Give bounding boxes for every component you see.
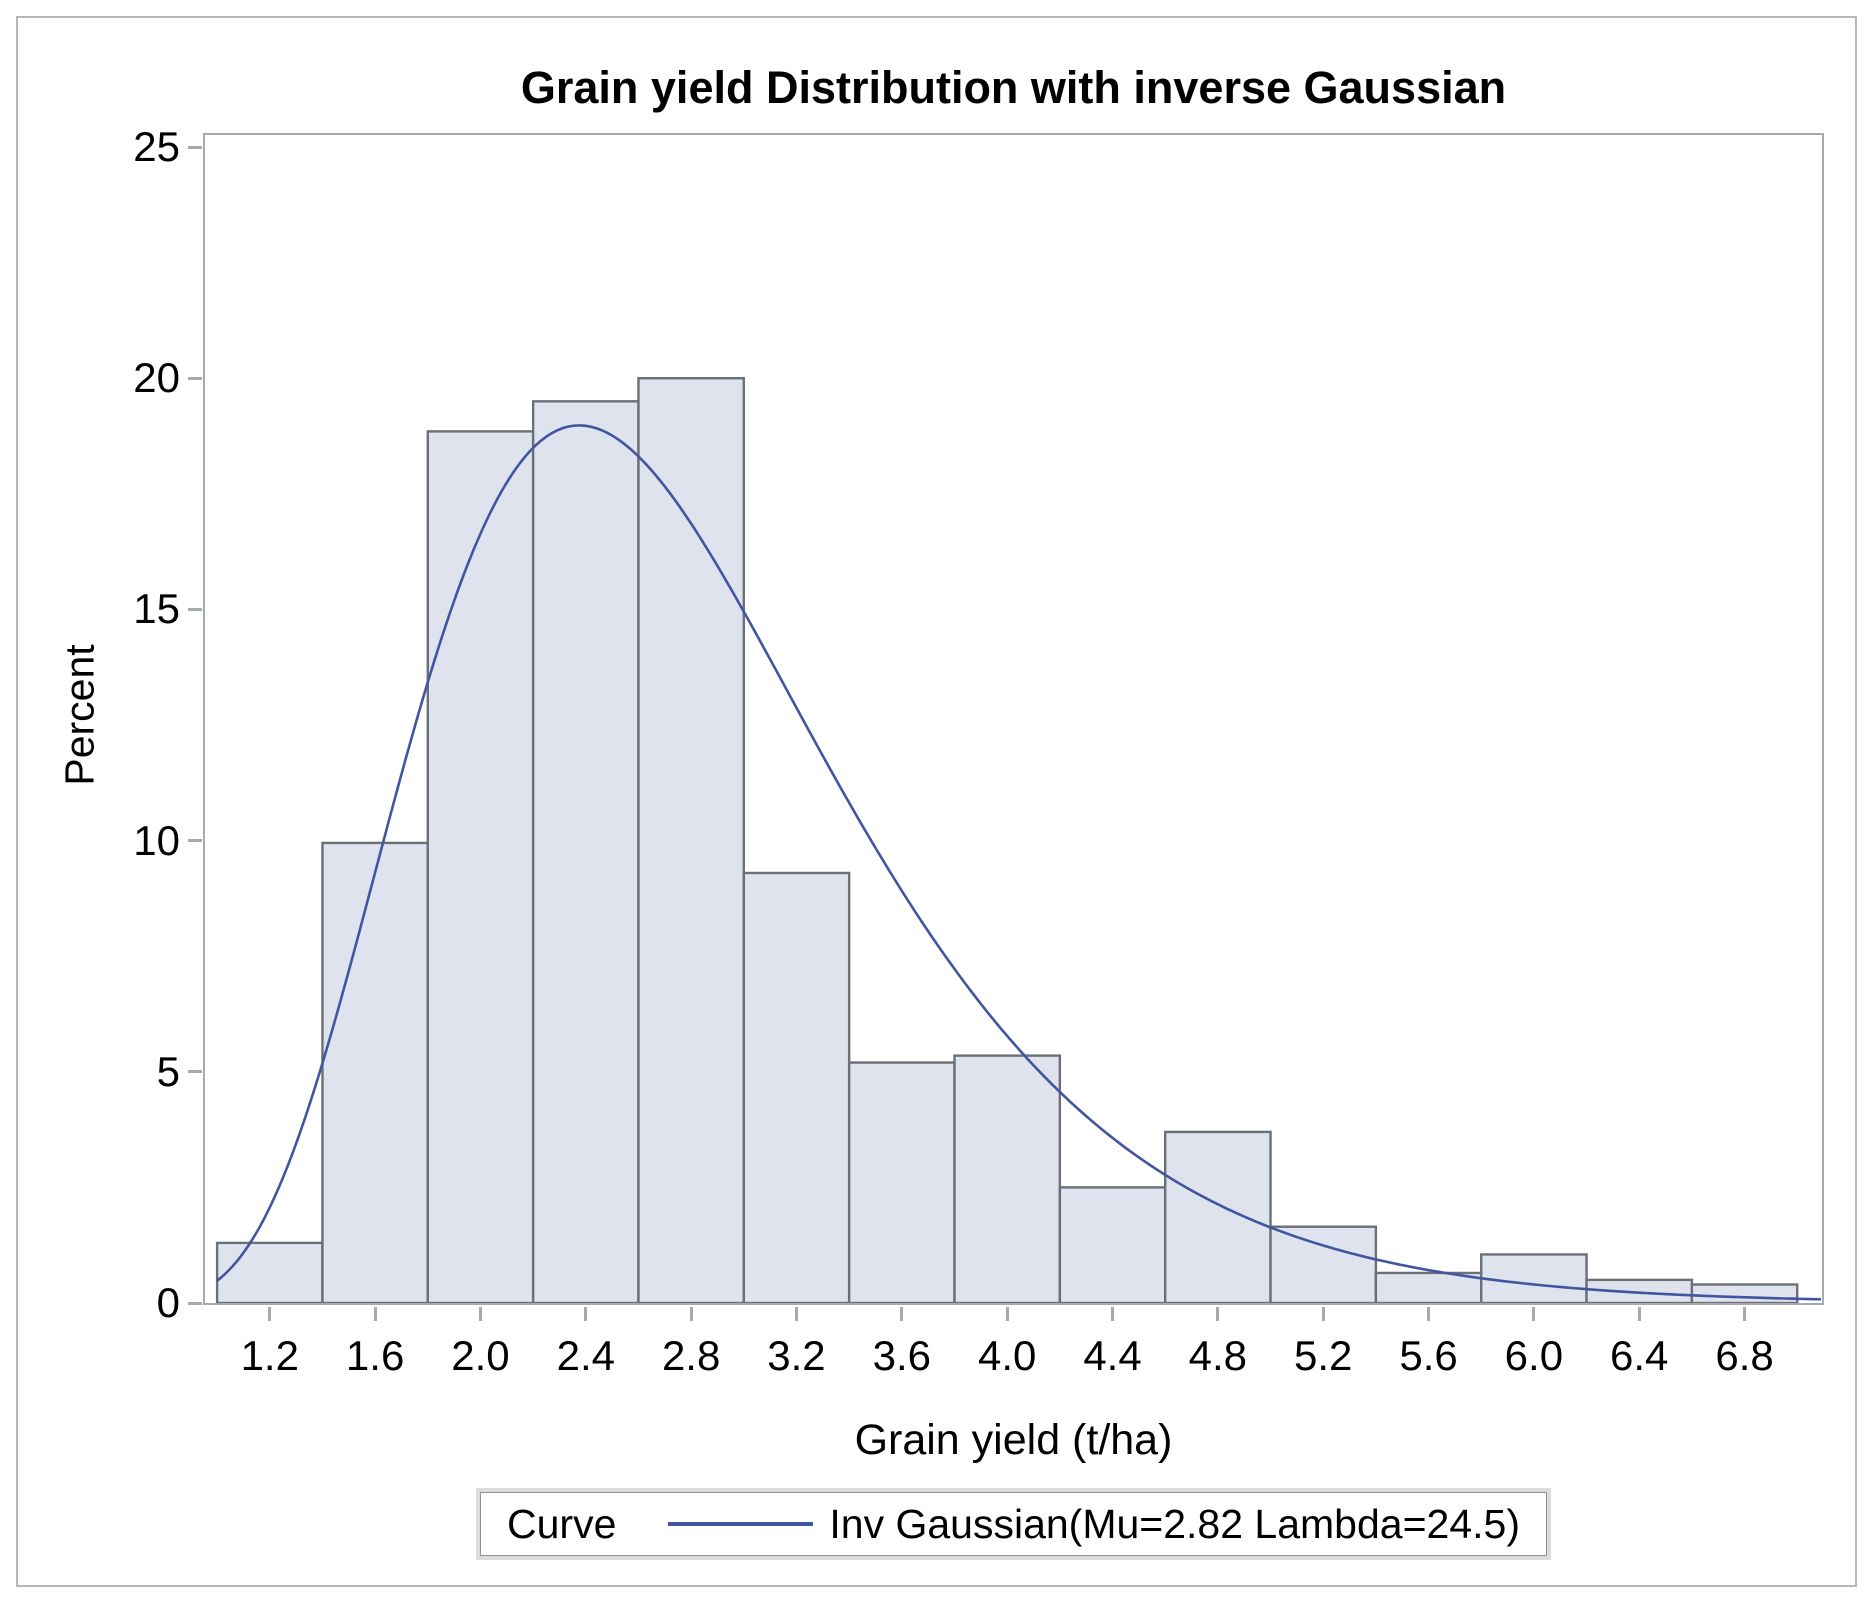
histogram-bar (742, 871, 851, 1303)
histogram-bar (321, 841, 429, 1303)
x-tick-label: 6.8 (1715, 1332, 1774, 1379)
chart-title: Grain yield Distribution with inverse Ga… (520, 62, 1507, 113)
x-tick-mark (1321, 1307, 1325, 1321)
x-tick-mark (689, 1307, 693, 1321)
legend: Curve Inv Gaussian(Mu=2.82 Lambda=24.5) (480, 1492, 1547, 1556)
y-tick-label: 20 (133, 354, 180, 402)
x-tick-mark (1532, 1307, 1536, 1321)
y-tick-mark (188, 1070, 202, 1074)
histogram-bar (953, 1054, 1062, 1303)
y-tick-mark (188, 145, 202, 149)
x-tick-mark (1111, 1307, 1115, 1321)
y-tick-label: 5 (156, 1047, 180, 1095)
legend-label: Inv Gaussian(Mu=2.82 Lambda=24.5) (829, 1501, 1520, 1547)
y-tick-mark (188, 607, 202, 611)
x-tick-label: 1.2 (240, 1332, 299, 1379)
y-tick-label: 15 (133, 585, 180, 633)
histogram-bar (426, 430, 535, 1303)
x-tick-label: 5.6 (1399, 1332, 1458, 1379)
x-tick-mark (1005, 1307, 1009, 1321)
histogram-bar (531, 400, 640, 1303)
x-tick-mark (794, 1307, 798, 1321)
x-tick-mark (1216, 1307, 1220, 1321)
y-tick-label: 0 (156, 1279, 180, 1326)
histogram-bar (1480, 1253, 1588, 1303)
legend-title: Curve (507, 1501, 617, 1547)
legend-row: Curve Inv Gaussian(Mu=2.82 Lambda=24.5) (203, 1492, 1824, 1556)
y-tick-mark (188, 839, 202, 843)
histogram-bar (1163, 1130, 1272, 1303)
x-tick-mark (1427, 1307, 1431, 1321)
x-tick-label: 4.4 (1083, 1332, 1142, 1379)
x-tick-label: 3.2 (767, 1332, 826, 1379)
x-tick-label: 6.0 (1504, 1332, 1564, 1379)
histogram-bar (1690, 1283, 1799, 1303)
histogram-bar (1058, 1186, 1167, 1303)
histogram-bar (1269, 1225, 1378, 1303)
x-axis-title: Grain yield (t/ha) (854, 1416, 1173, 1464)
y-tick-label: 25 (133, 123, 180, 171)
x-tick-mark (1637, 1307, 1641, 1321)
x-tick-label: 2.8 (661, 1332, 721, 1379)
histogram-bar (637, 377, 746, 1303)
x-tick-mark (268, 1307, 272, 1321)
x-tick-label: 6.4 (1610, 1332, 1669, 1379)
x-tick-mark (478, 1307, 482, 1321)
y-tick-mark (188, 1301, 202, 1305)
x-tick-label: 2.0 (451, 1332, 510, 1379)
plot-area (203, 133, 1824, 1305)
x-tick-label: 4.8 (1188, 1332, 1248, 1379)
density-curve (216, 424, 1821, 1301)
x-tick-label: 3.6 (872, 1332, 932, 1379)
x-tick-mark (900, 1307, 904, 1321)
y-axis-title: Percent (56, 644, 103, 786)
x-tick-label: 1.6 (345, 1332, 405, 1379)
histogram-bar (847, 1061, 956, 1303)
x-tick-mark (373, 1307, 377, 1321)
x-tick-label: 4.0 (977, 1332, 1037, 1379)
legend-line-sample (668, 1522, 814, 1526)
x-tick-label: 5.2 (1294, 1332, 1353, 1379)
histogram-bar (1374, 1271, 1483, 1303)
histogram-bar (215, 1241, 324, 1303)
x-tick-mark (584, 1307, 588, 1321)
x-tick-mark (1743, 1307, 1747, 1321)
x-tick-label: 2.4 (556, 1332, 615, 1379)
y-tick-mark (188, 376, 202, 380)
y-tick-label: 10 (133, 816, 180, 864)
plot-svg (215, 377, 1821, 1303)
